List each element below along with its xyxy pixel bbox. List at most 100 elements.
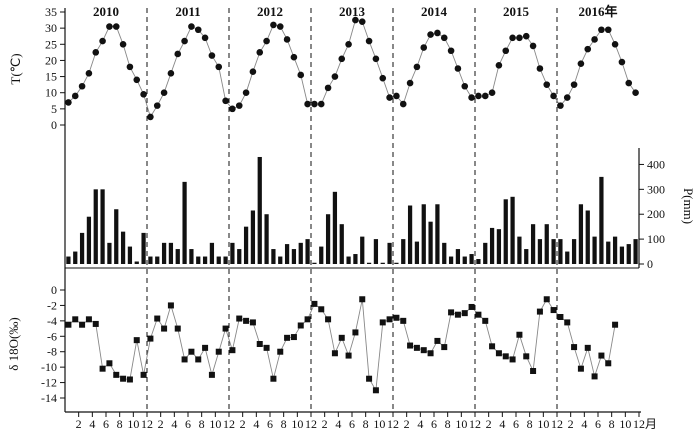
precip-y-tick-label: 100 <box>647 232 665 246</box>
temp-point <box>604 26 612 34</box>
temp-axis-title: T(℃) <box>8 53 23 84</box>
temp-point <box>304 100 311 108</box>
month-tick-label: 12 <box>223 417 235 431</box>
iso-point <box>311 300 318 307</box>
year-label: 2016年 <box>578 4 617 19</box>
temp-point <box>160 89 168 97</box>
temp-point <box>550 92 557 100</box>
temp-point <box>488 89 496 97</box>
temp-point <box>358 18 366 25</box>
precip-bar <box>517 236 522 264</box>
precip-bar <box>448 256 454 264</box>
temp-point <box>570 81 578 88</box>
precip-bar <box>366 262 372 264</box>
precip-bar <box>79 232 85 264</box>
precip-bar <box>530 224 536 264</box>
temp-point <box>632 89 639 97</box>
precip-bar <box>360 236 365 264</box>
temp-point <box>386 94 393 101</box>
temp-point <box>324 84 332 92</box>
temp-point <box>516 34 523 42</box>
precip-bar <box>578 204 584 264</box>
precip-bar <box>264 214 269 264</box>
precip-bar <box>476 259 481 264</box>
temp-point <box>413 63 421 71</box>
temp-point <box>468 94 475 101</box>
iso-point <box>612 321 619 328</box>
year-label: 2012 <box>257 4 283 19</box>
temp-point <box>529 42 537 50</box>
precip-bar <box>346 256 351 264</box>
temp-y-tick-label: 10 <box>45 86 57 100</box>
temp-point <box>133 76 141 84</box>
temp-point <box>140 91 147 98</box>
temp-point <box>475 92 482 100</box>
precip-bar <box>537 239 543 264</box>
temp-point <box>536 65 544 72</box>
precip-bar <box>380 262 385 264</box>
iso-point <box>372 387 379 394</box>
precip-bar <box>298 242 303 264</box>
precip-bar <box>612 236 618 264</box>
year-dividers <box>146 8 558 412</box>
temp-point <box>399 100 407 108</box>
iso-point <box>167 302 174 309</box>
month-tick-label: 12 <box>551 417 563 431</box>
precip-bar <box>189 249 194 264</box>
year-label: 2010 <box>93 4 119 19</box>
iso-y-tick-label: -2 <box>47 298 57 312</box>
precip-bar <box>394 262 399 264</box>
month-tick-label: 6 <box>513 417 519 431</box>
temp-point <box>522 32 530 40</box>
month-tick-label: 2 <box>158 417 164 431</box>
iso-point <box>229 347 236 354</box>
precip-bar <box>606 241 611 264</box>
month-tick-label: 8 <box>445 417 451 431</box>
iso-point <box>366 375 373 382</box>
precip-bar <box>565 251 570 264</box>
month-tick-label: 6 <box>349 417 355 431</box>
iso-point <box>106 360 113 367</box>
year-label: 2013 <box>339 4 366 19</box>
precip-bar <box>558 239 563 264</box>
iso-point <box>120 375 127 382</box>
temp-y-tick-label: 35 <box>45 5 57 19</box>
precip-bar <box>66 256 71 264</box>
precipitation-panel: 0 100 200 300 400 <box>66 156 665 271</box>
iso-point <box>154 315 161 322</box>
temp-point <box>440 34 448 42</box>
year-labels: 2010 2011 2012 2013 2014 2015 2016年 <box>93 4 618 19</box>
iso-y-tick-label: -6 <box>47 329 57 343</box>
iso-point <box>290 334 297 341</box>
temp-point <box>461 82 469 90</box>
precip-bar <box>373 239 379 264</box>
precip-bar <box>257 156 262 264</box>
year-label: 2014 <box>421 4 448 19</box>
temp-point <box>188 23 195 30</box>
precip-bar <box>585 210 590 264</box>
precip-bar <box>619 246 625 264</box>
iso-point <box>598 352 605 359</box>
iso-point <box>523 353 530 360</box>
temp-point <box>311 100 318 108</box>
temp-point <box>427 31 434 38</box>
precip-bar <box>414 241 420 264</box>
temp-point <box>434 29 441 37</box>
panel-frames <box>64 8 641 413</box>
precip-bar <box>592 236 597 264</box>
iso-y-tick-label: -12 <box>41 376 57 390</box>
temp-point <box>577 60 585 67</box>
temp-point <box>201 34 209 42</box>
precip-bar <box>230 242 235 264</box>
iso-y-tick-label: -14 <box>41 391 57 405</box>
iso-point <box>249 319 256 326</box>
precip-bar <box>407 205 413 264</box>
temp-point <box>591 36 598 43</box>
temp-point <box>618 58 626 66</box>
precip-bar <box>243 226 249 264</box>
month-tick-label: 4 <box>253 417 259 431</box>
precip-bar <box>237 249 242 264</box>
temp-point <box>119 40 127 48</box>
iso-point <box>571 344 578 351</box>
temp-point <box>290 53 298 61</box>
